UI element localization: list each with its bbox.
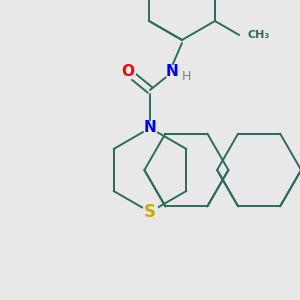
Text: CH₃: CH₃ bbox=[247, 30, 269, 40]
Text: N: N bbox=[144, 121, 156, 136]
Text: S: S bbox=[144, 203, 156, 221]
Text: N: N bbox=[166, 64, 178, 80]
Text: O: O bbox=[122, 64, 134, 80]
Text: H: H bbox=[181, 70, 191, 83]
